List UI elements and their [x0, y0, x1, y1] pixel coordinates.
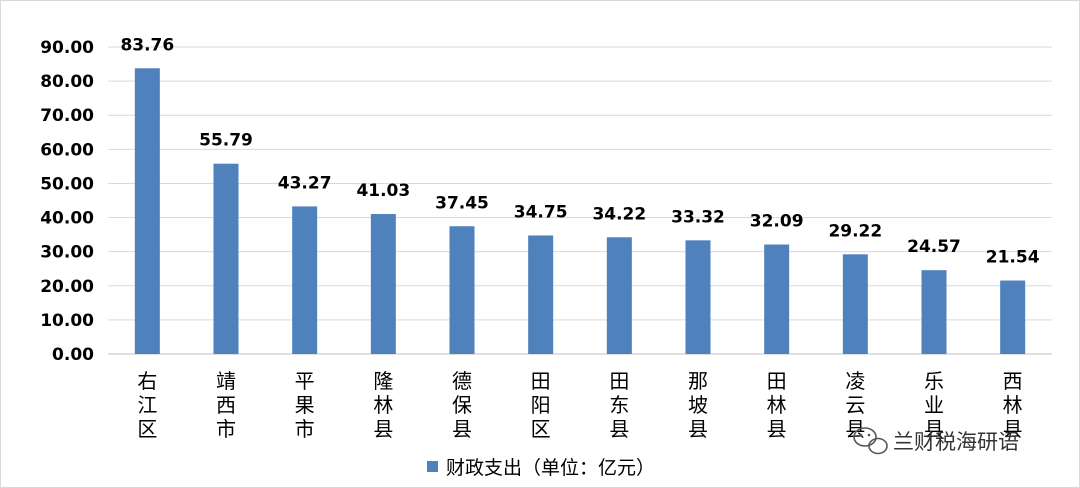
y-tick-label: 70.00 — [40, 106, 94, 126]
category-char: 县 — [688, 417, 708, 441]
x-category-label: 西林县 — [1003, 369, 1023, 441]
wechat-icon — [853, 427, 888, 455]
category-char: 东 — [609, 393, 629, 417]
bar — [764, 244, 790, 354]
category-char: 凌 — [845, 369, 865, 393]
category-char: 西 — [216, 393, 236, 417]
data-label: 37.45 — [435, 193, 489, 213]
data-label: 43.27 — [278, 173, 332, 193]
data-label: 21.54 — [986, 248, 1040, 268]
watermark-text: 兰财税海研语 — [893, 430, 1019, 454]
category-char: 业 — [924, 393, 944, 417]
category-char: 坡 — [688, 393, 708, 417]
x-category-label: 田阳区 — [531, 369, 551, 441]
y-tick-label: 10.00 — [40, 311, 94, 331]
category-char: 云 — [845, 393, 865, 417]
category-char: 县 — [609, 417, 629, 441]
data-label: 24.57 — [907, 237, 961, 257]
category-char: 县 — [767, 417, 787, 441]
category-char: 田 — [609, 369, 629, 393]
y-tick-label: 20.00 — [40, 277, 94, 297]
x-category-label: 凌云县 — [845, 369, 865, 441]
category-char: 林 — [767, 393, 787, 417]
category-char: 乐 — [924, 369, 944, 393]
bar — [370, 214, 396, 354]
x-category-label: 靖西市 — [216, 369, 236, 441]
x-category-label: 右江区 — [137, 369, 157, 441]
x-category-label: 田林县 — [767, 369, 787, 441]
bar — [606, 237, 632, 354]
data-label: 83.76 — [120, 35, 174, 55]
data-label: 34.75 — [514, 202, 568, 222]
y-tick-label: 0.00 — [52, 345, 94, 365]
category-char: 果 — [295, 393, 315, 417]
category-char: 西 — [1003, 369, 1023, 393]
data-label: 33.32 — [671, 207, 725, 227]
data-label: 34.22 — [592, 204, 646, 224]
x-category-label: 田东县 — [609, 369, 629, 441]
category-char: 靖 — [216, 369, 236, 393]
bar — [134, 68, 160, 354]
data-label: 32.09 — [750, 212, 804, 232]
category-char: 阳 — [531, 393, 551, 417]
data-label: 41.03 — [356, 181, 410, 201]
category-char: 右 — [137, 369, 157, 393]
bar — [528, 235, 554, 354]
y-tick-label: 90.00 — [40, 38, 94, 58]
category-char: 那 — [688, 369, 708, 393]
category-char: 市 — [295, 417, 315, 441]
bar — [921, 270, 947, 354]
category-char: 江 — [137, 393, 157, 417]
watermark: 兰财税海研语 — [853, 427, 1019, 455]
x-category-label: 隆林县 — [373, 369, 393, 441]
data-labels: 83.76 55.79 43.27 41.03 37.45 34.75 34.22 33.32… — [120, 35, 1039, 267]
category-char: 隆 — [373, 369, 393, 393]
y-tick-label: 50.00 — [40, 174, 94, 194]
bar — [842, 254, 868, 354]
category-char: 区 — [531, 417, 551, 441]
category-char: 林 — [373, 393, 393, 417]
legend: 财政支出（单位：亿元） — [427, 457, 655, 479]
bars — [134, 68, 1026, 354]
category-char: 区 — [137, 417, 157, 441]
category-char: 县 — [452, 417, 472, 441]
bar — [213, 163, 239, 354]
category-char: 保 — [452, 393, 472, 417]
x-category-label: 那坡县 — [688, 369, 708, 441]
y-axis: 0.00 10.00 20.00 30.00 40.00 50.00 60.00 70.00 8… — [40, 38, 1052, 365]
legend-label: 财政支出（单位：亿元） — [446, 457, 655, 479]
bar — [1000, 280, 1026, 354]
x-category-label: 平果市 — [295, 369, 315, 441]
data-label: 55.79 — [199, 131, 253, 151]
bar — [292, 206, 318, 354]
category-char: 德 — [452, 369, 472, 393]
y-tick-label: 80.00 — [40, 72, 94, 92]
category-char: 市 — [216, 417, 236, 441]
category-char: 田 — [767, 369, 787, 393]
bar — [449, 226, 475, 354]
category-char: 林 — [1003, 393, 1023, 417]
gridlines — [108, 46, 1052, 355]
y-tick-label: 30.00 — [40, 243, 94, 263]
y-tick-label: 40.00 — [40, 209, 94, 229]
category-char: 县 — [1003, 417, 1023, 441]
category-char: 平 — [295, 369, 315, 393]
x-category-label: 德保县 — [452, 369, 472, 441]
data-label: 29.22 — [828, 221, 882, 241]
bar — [685, 240, 711, 354]
category-char: 县 — [924, 417, 944, 441]
category-char: 县 — [373, 417, 393, 441]
category-char: 田 — [531, 369, 551, 393]
legend-swatch — [427, 461, 438, 472]
y-tick-label: 60.00 — [40, 140, 94, 160]
x-category-label: 乐业县 — [924, 369, 944, 441]
